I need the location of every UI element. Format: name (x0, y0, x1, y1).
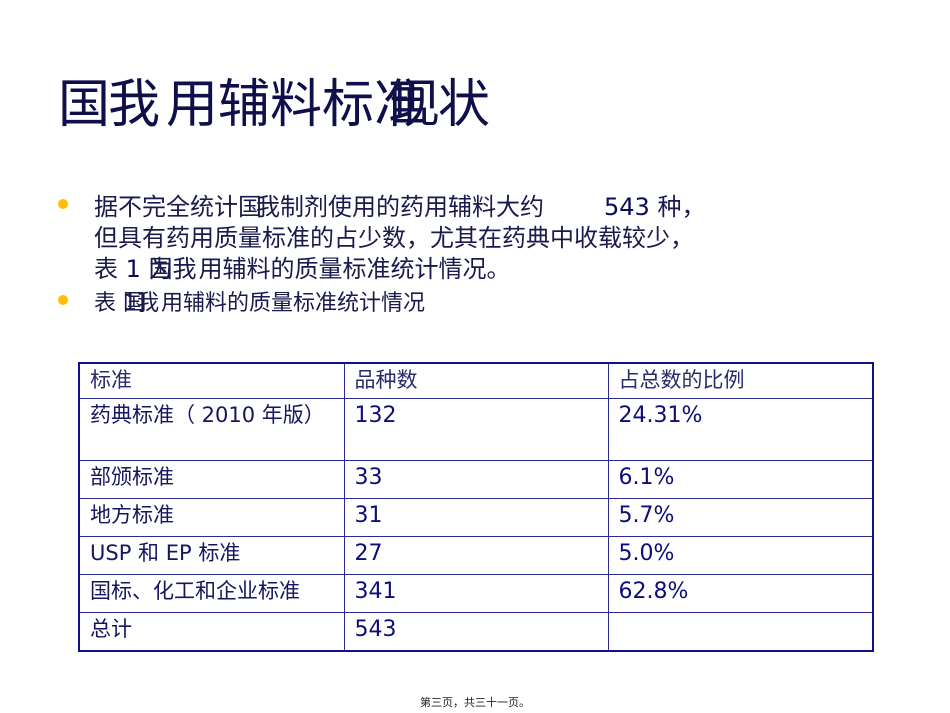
table-row: 总计 543 (78, 612, 874, 652)
cell-count: 27 (343, 536, 609, 575)
text: 表 (94, 255, 118, 283)
cell-ratio: 62.8% (607, 574, 874, 613)
bullet-item-2: 表 国 1我 用辅料的质量标准统计情况 (56, 288, 856, 319)
text: 表 (94, 291, 117, 316)
cell-standard: USP 和 EP 标准 (78, 536, 345, 575)
table-row: 部颁标准 33 6.1% (78, 460, 874, 499)
cell-count: 132 (343, 398, 609, 461)
text: 用辅料的质量标准统计情况。 (198, 255, 511, 283)
title-glyph: 准 (374, 75, 427, 135)
title-overlap-glyphs: 国我 (58, 72, 160, 138)
glyph: 我 (256, 193, 280, 221)
count-value: 543 (604, 193, 650, 221)
cell-ratio (607, 612, 874, 652)
glyph: 1我 (123, 291, 160, 316)
bullet-list: 据不完全统计国我制剂使用的药用辅料大约 543 种， 但具有药用质量标准的占少数，… (56, 192, 856, 319)
overlap-glyphs: 国为我 (148, 254, 197, 285)
title-rest: 用辅料标 (166, 75, 375, 135)
table-row: 地方标准 31 5.7% (78, 498, 874, 537)
glyph: 国 (238, 193, 262, 221)
cell-ratio: 5.0% (607, 536, 874, 575)
cell-count: 543 (343, 612, 609, 652)
table-header-row: 标准 品种数 占总数的比例 (78, 362, 874, 399)
cell-ratio: 5.7% (607, 498, 874, 537)
cell-count: 341 (343, 574, 609, 613)
text: 用辅料的质量标准统计情况 (161, 291, 426, 316)
cell-ratio: 24.31% (607, 398, 874, 461)
bullet-dot-icon (58, 295, 68, 305)
slide-title: 国我 用辅料标 准现 状 (58, 72, 490, 138)
header-count: 品种数 (343, 362, 609, 399)
cell-standard: 总计 (78, 612, 345, 652)
bullet-item-1: 据不完全统计国我制剂使用的药用辅料大约 543 种， 但具有药用质量标准的占少数，… (56, 192, 856, 285)
bullet-2-line-1: 表 国 1我 用辅料的质量标准统计情况 (94, 288, 856, 319)
table-ref-number: 1 (125, 255, 141, 283)
cell-standard: 国标、化工和企业标准 (78, 574, 345, 613)
glyph: 国 (148, 255, 173, 283)
bullet-1-line-1: 据不完全统计国我制剂使用的药用辅料大约 543 种， (94, 192, 856, 223)
table-row: 药典标准（ 2010 年版） 132 24.31% (78, 398, 874, 461)
header-ratio: 占总数的比例 (607, 362, 874, 399)
standards-table-container: 标准 品种数 占总数的比例 药典标准（ 2010 年版） 132 24.31% … (78, 362, 874, 652)
bullet-dot-icon (58, 199, 68, 209)
cell-standard: 地方标准 (78, 498, 345, 537)
standards-table: 标准 品种数 占总数的比例 药典标准（ 2010 年版） 132 24.31% … (78, 362, 874, 652)
table-row: 国标、化工和企业标准 341 62.8% (78, 574, 874, 613)
title-overlap-glyphs-2: 准现 (374, 72, 440, 138)
overlap-glyphs: 国我 (238, 192, 280, 223)
bullet-1-line-3: 表 1 国为我 用辅料的质量标准统计情况。 (94, 254, 856, 285)
cell-ratio: 6.1% (607, 460, 874, 499)
text: 种， (657, 193, 706, 221)
text: 制剂使用的药用辅料大约 (280, 193, 544, 221)
bullet-1-line-2: 但具有药用质量标准的占少数，尤其在药典中收载较少， (94, 224, 694, 252)
table-row: USP 和 EP 标准 27 5.0% (78, 536, 874, 575)
title-glyph: 我 (108, 75, 161, 135)
cell-standard: 部颁标准 (78, 460, 345, 499)
cell-standard: 药典标准（ 2010 年版） (78, 398, 345, 461)
cell-count: 33 (343, 460, 609, 499)
title-glyph: 现 (388, 75, 441, 135)
glyph: 为我 (148, 255, 197, 283)
overlap-glyphs: 国 1我 (123, 288, 159, 319)
cell-count: 31 (343, 498, 609, 537)
text: 据不完全统计 (94, 193, 238, 221)
title-tail: 状 (438, 75, 491, 135)
title-glyph: 国 (58, 75, 111, 135)
page-footer: 第三页，共三十一页。 (420, 696, 530, 709)
header-standard: 标准 (78, 362, 345, 399)
glyph: 国 (123, 291, 146, 316)
